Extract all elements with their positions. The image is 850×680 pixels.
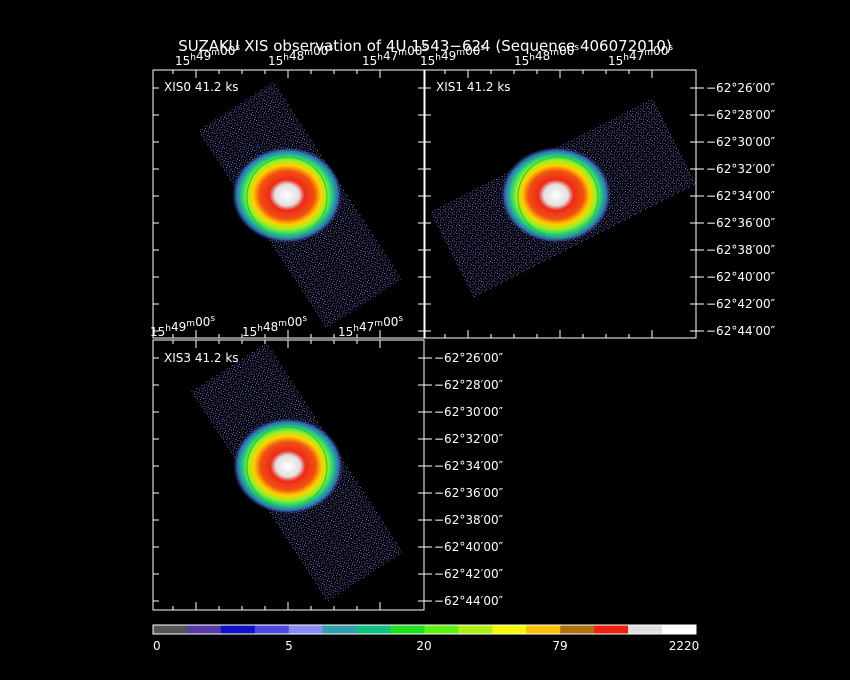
dec-label: −62°42′00″ bbox=[706, 297, 776, 311]
dec-label: −62°34′00″ bbox=[706, 189, 776, 203]
ra-label: 15h47m00s bbox=[608, 43, 673, 68]
colorbar-segment bbox=[288, 625, 324, 634]
dec-label: −62°30′00″ bbox=[434, 405, 504, 419]
colorbar-label: 20 bbox=[416, 639, 431, 653]
dec-label: −62°26′00″ bbox=[434, 351, 504, 365]
colorbar-segment bbox=[662, 625, 697, 634]
colorbar-segment bbox=[186, 625, 222, 634]
dec-label: −62°36′00″ bbox=[706, 216, 776, 230]
colorbar-segment bbox=[560, 625, 595, 634]
colorbar-segment bbox=[356, 625, 392, 634]
xis3-image bbox=[191, 342, 403, 602]
colorbar-segment bbox=[254, 625, 290, 634]
dec-label: −62°40′00″ bbox=[706, 270, 776, 284]
colorbar-label: 2220 bbox=[669, 639, 700, 653]
dec-label: −62°32′00″ bbox=[706, 162, 776, 176]
dec-label: −62°44′00″ bbox=[706, 324, 776, 338]
dec-label: −62°38′00″ bbox=[706, 243, 776, 257]
colorbar-segment bbox=[153, 625, 188, 634]
colorbar-segment bbox=[322, 625, 358, 634]
title: SUZAKU XIS observation of 4U 1543−624 (S… bbox=[178, 37, 671, 55]
colorbar-label: 79 bbox=[552, 639, 567, 653]
dec-label: −62°28′00″ bbox=[434, 378, 504, 392]
colorbar-segment bbox=[220, 625, 256, 634]
ra-label: 15h49m00s bbox=[150, 314, 215, 339]
dec-label: −62°30′00″ bbox=[706, 135, 776, 149]
ra-label: 15h49m00s bbox=[175, 43, 240, 68]
dec-label: −62°40′00″ bbox=[434, 540, 504, 554]
dec-label: −62°44′00″ bbox=[434, 594, 504, 608]
colorbar-label: 5 bbox=[285, 639, 293, 653]
colorbar-segment bbox=[526, 625, 561, 634]
panel-label: XIS3 41.2 ks bbox=[164, 351, 239, 365]
ra-label: 15h49m00s bbox=[420, 43, 485, 68]
colorbar-frame bbox=[152, 624, 697, 635]
colorbar-segment bbox=[458, 625, 493, 634]
ra-label: 15h47m00s bbox=[362, 43, 427, 68]
colorbar-segment bbox=[628, 625, 663, 634]
ra-label: 15h47m00s bbox=[338, 314, 403, 339]
colorbar-segment bbox=[424, 625, 459, 634]
panel-label: XIS1 41.2 ks bbox=[436, 80, 511, 94]
ra-label: 15h48m00s bbox=[514, 43, 579, 68]
ra-label: 15h48m00s bbox=[242, 314, 307, 339]
dec-label: −62°32′00″ bbox=[434, 432, 504, 446]
colorbar-label: 0 bbox=[153, 639, 161, 653]
panel-label: XIS0 41.2 ks bbox=[164, 80, 239, 94]
colorbar-segment bbox=[492, 625, 527, 634]
xis1-image bbox=[429, 98, 697, 298]
dec-label: −62°36′00″ bbox=[434, 486, 504, 500]
colorbar-segment bbox=[390, 625, 425, 634]
dec-label: −62°42′00″ bbox=[434, 567, 504, 581]
dec-label: −62°28′00″ bbox=[706, 108, 776, 122]
colorbar-segment bbox=[594, 625, 629, 634]
xis0-image bbox=[197, 81, 403, 329]
dec-label: −62°34′00″ bbox=[434, 459, 504, 473]
colorbar: 0 5 20 79 2220 bbox=[152, 624, 700, 653]
ra-label: 15h48m00s bbox=[268, 43, 333, 68]
dec-label: −62°26′00″ bbox=[706, 81, 776, 95]
dec-label: −62°38′00″ bbox=[434, 513, 504, 527]
